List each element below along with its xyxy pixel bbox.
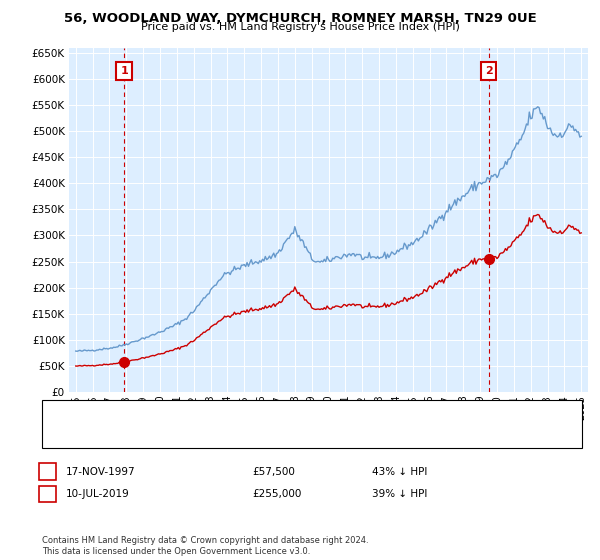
Text: 39% ↓ HPI: 39% ↓ HPI — [372, 489, 427, 499]
Text: 1: 1 — [44, 466, 51, 477]
Text: HPI: Average price, detached house, Folkestone and Hythe: HPI: Average price, detached house, Folk… — [87, 428, 366, 437]
Text: Price paid vs. HM Land Registry's House Price Index (HPI): Price paid vs. HM Land Registry's House … — [140, 22, 460, 32]
Text: £255,000: £255,000 — [252, 489, 301, 499]
Text: 43% ↓ HPI: 43% ↓ HPI — [372, 466, 427, 477]
Text: 10-JUL-2019: 10-JUL-2019 — [66, 489, 130, 499]
Text: 17-NOV-1997: 17-NOV-1997 — [66, 466, 136, 477]
Text: 1: 1 — [121, 66, 128, 76]
Text: Contains HM Land Registry data © Crown copyright and database right 2024.
This d: Contains HM Land Registry data © Crown c… — [42, 536, 368, 556]
Text: 56, WOODLAND WAY, DYMCHURCH, ROMNEY MARSH, TN29 0UE: 56, WOODLAND WAY, DYMCHURCH, ROMNEY MARS… — [64, 12, 536, 25]
Text: 2: 2 — [44, 489, 51, 499]
Text: 56, WOODLAND WAY, DYMCHURCH, ROMNEY MARSH, TN29 0UE (detached house): 56, WOODLAND WAY, DYMCHURCH, ROMNEY MARS… — [87, 408, 476, 417]
Text: £57,500: £57,500 — [252, 466, 295, 477]
Text: 2: 2 — [485, 66, 493, 76]
